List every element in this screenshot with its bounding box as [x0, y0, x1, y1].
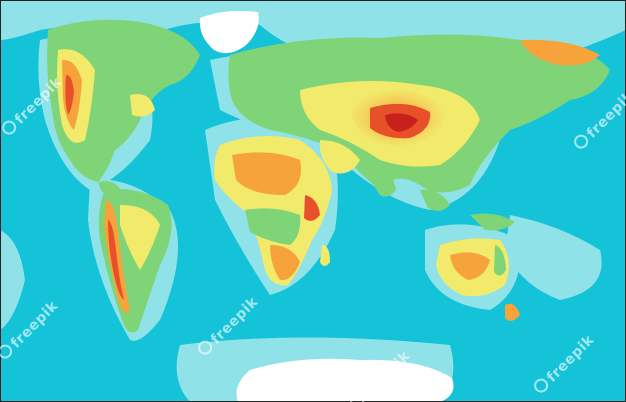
australia-oceania	[420, 189, 520, 321]
ice-sheets	[199, 10, 454, 402]
north-america	[47, 19, 200, 194]
africa	[214, 136, 332, 286]
eurasia	[228, 34, 610, 197]
south-america	[98, 189, 172, 333]
antarctica-ice	[236, 358, 454, 402]
greenland-ice	[199, 10, 259, 54]
